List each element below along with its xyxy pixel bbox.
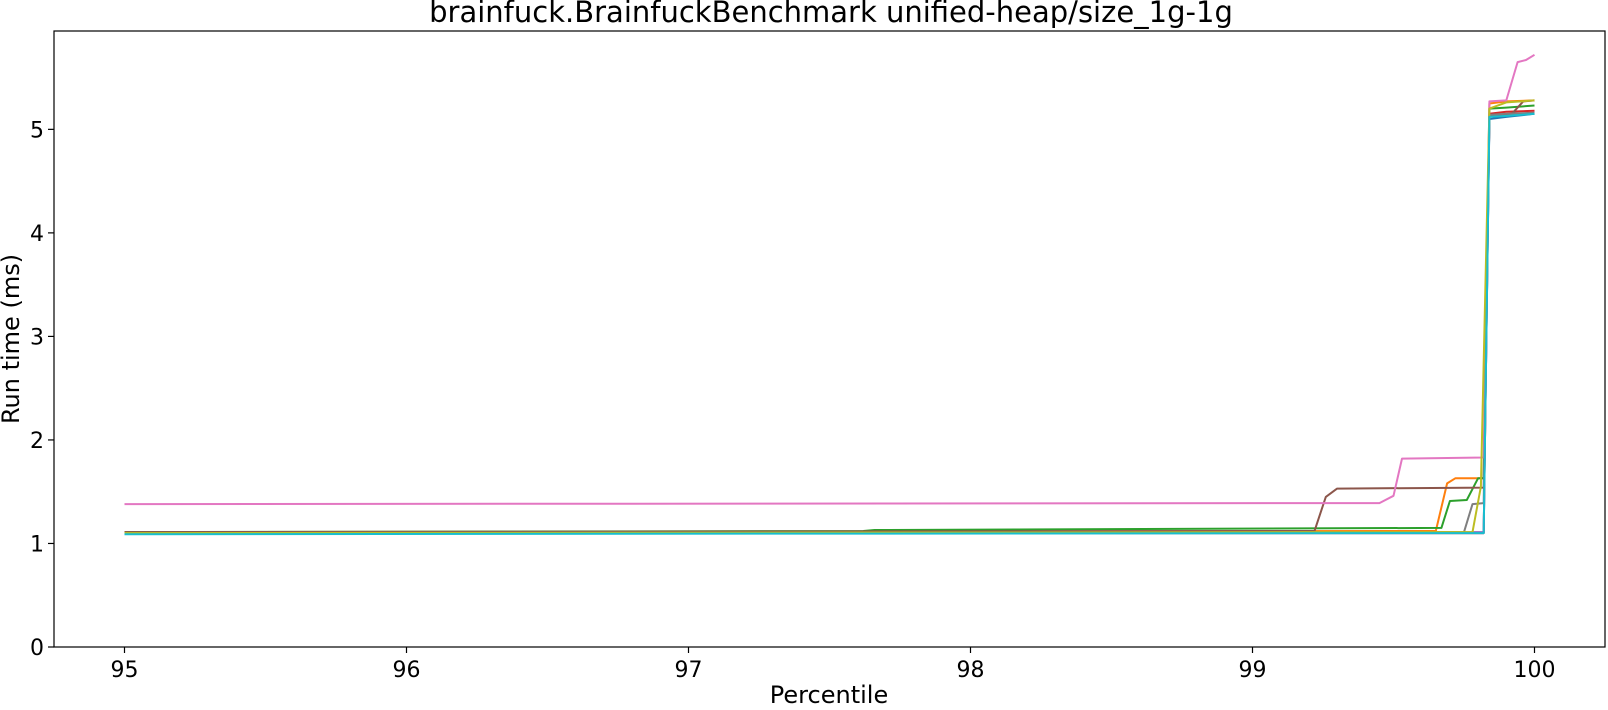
series-line-2 [124,99,1535,534]
series-line-8 [124,111,1535,535]
x-tick-label: 99 [1239,658,1267,683]
series-line-9 [124,99,1535,535]
y-tick-label: 4 [30,222,44,247]
x-axis-label: Percentile [770,681,888,709]
y-tick-label: 3 [30,325,44,350]
series-line-4 [124,109,1535,535]
y-tick-label: 1 [30,532,44,557]
series-line-10 [124,112,1535,536]
series-line-3 [124,104,1535,534]
y-tick-label: 2 [30,429,44,454]
series-line-1 [124,112,1535,535]
y-tick-label: 0 [30,636,44,661]
x-axis: 95 96 97 98 99 100 [111,647,1556,683]
x-tick-label: 100 [1514,658,1556,683]
x-tick-label: 96 [393,658,421,683]
y-tick-label: 5 [30,118,44,143]
series-line-7 [124,53,1536,506]
x-tick-label: 98 [957,658,985,683]
x-tick-label: 95 [111,658,139,683]
series-line-5 [124,111,1535,535]
series-layer [124,53,1536,536]
y-axis: 0 1 2 3 4 5 [30,118,54,661]
plot-frame [53,30,1606,648]
chart-title: brainfuck.BrainfuckBenchmark unified-hea… [429,0,1233,29]
x-tick-label: 97 [675,658,703,683]
y-axis-label: Run time (ms) [0,254,25,424]
series-line-6 [124,99,1535,534]
